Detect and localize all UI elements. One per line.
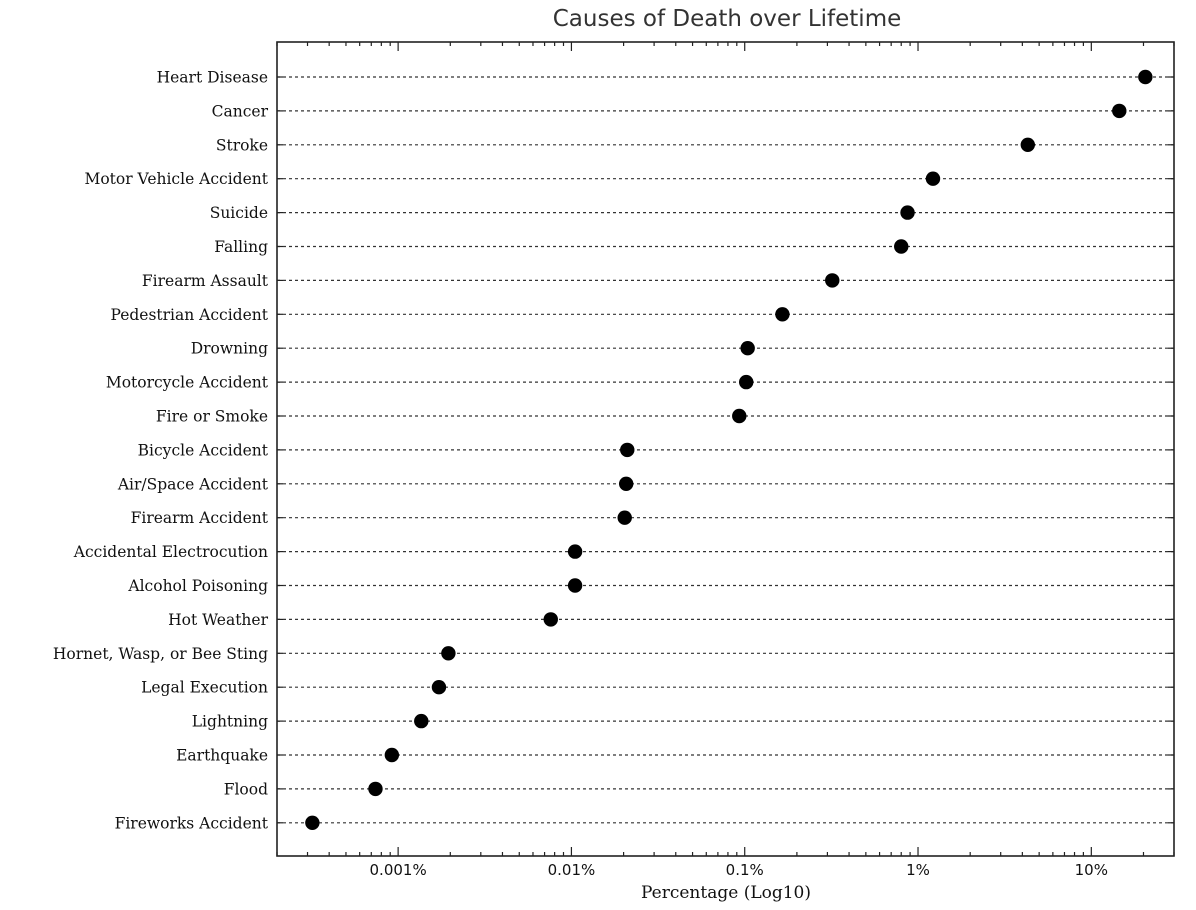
category-label: Motor Vehicle Accident bbox=[84, 170, 268, 188]
data-point bbox=[740, 341, 755, 356]
data-point bbox=[543, 612, 558, 627]
category-label: Fire or Smoke bbox=[156, 408, 268, 426]
x-tick-label: 0.1% bbox=[726, 861, 764, 879]
category-label: Accidental Electrocution bbox=[73, 543, 268, 561]
data-point bbox=[925, 171, 941, 186]
category-labels: Heart Disease Cancer Stroke Motor Vehicle A… bbox=[53, 69, 269, 833]
category-label: Suicide bbox=[210, 204, 268, 222]
category-label: Heart Disease bbox=[157, 69, 268, 87]
data-point bbox=[567, 578, 583, 593]
category-label: Flood bbox=[224, 780, 268, 798]
x-tick-label: 0.001% bbox=[370, 861, 427, 879]
category-label: Pedestrian Accident bbox=[110, 306, 268, 324]
category-label: Lightning bbox=[192, 713, 268, 731]
x-tick-label: 1% bbox=[906, 861, 930, 879]
category-label: Firearm Assault bbox=[142, 272, 269, 290]
category-label: Earthquake bbox=[176, 747, 268, 765]
grid-lines bbox=[277, 76, 1174, 824]
data-point bbox=[567, 544, 583, 559]
plot-frame bbox=[276, 41, 1175, 857]
category-label: Fireworks Accident bbox=[115, 814, 269, 832]
x-axis-ticks bbox=[276, 42, 1175, 856]
category-label: Air/Space Accident bbox=[117, 475, 269, 493]
chart-title: Causes of Death over Lifetime bbox=[553, 6, 902, 32]
data-point bbox=[618, 476, 634, 491]
category-label: Hot Weather bbox=[168, 611, 268, 629]
data-point bbox=[732, 408, 747, 424]
data-point bbox=[368, 781, 383, 797]
x-tick-labels: 0.001% 0.01% 0.1% 1% 10% bbox=[370, 861, 1108, 879]
data-point bbox=[384, 747, 400, 763]
category-label: Firearm Accident bbox=[131, 509, 269, 527]
data-point bbox=[617, 510, 632, 525]
data-point bbox=[431, 680, 447, 695]
x-tick-label: 10% bbox=[1075, 861, 1108, 879]
data-point bbox=[441, 646, 456, 661]
data-points bbox=[305, 69, 1153, 830]
category-label: Falling bbox=[214, 238, 268, 256]
data-point bbox=[1138, 69, 1153, 85]
x-tick-label: 0.01% bbox=[548, 861, 596, 879]
category-label: Legal Execution bbox=[141, 679, 268, 697]
category-label: Alcohol Poisoning bbox=[127, 577, 268, 595]
x-axis-label: Percentage (Log10) bbox=[641, 883, 811, 903]
category-label: Cancer bbox=[212, 102, 269, 120]
data-point bbox=[900, 205, 915, 220]
category-label: Motorcycle Accident bbox=[106, 374, 269, 392]
data-point bbox=[620, 442, 635, 458]
data-point bbox=[775, 307, 790, 322]
data-point bbox=[894, 239, 909, 254]
data-point bbox=[305, 815, 320, 830]
category-label: Drowning bbox=[191, 340, 268, 358]
category-label: Hornet, Wasp, or Bee Sting bbox=[53, 645, 268, 663]
category-label: Bicycle Accident bbox=[138, 441, 269, 459]
data-point bbox=[739, 374, 754, 390]
category-label: Stroke bbox=[216, 136, 268, 154]
data-point bbox=[1112, 103, 1127, 119]
data-point bbox=[414, 713, 429, 729]
data-point bbox=[1020, 137, 1035, 152]
data-point bbox=[825, 273, 840, 288]
